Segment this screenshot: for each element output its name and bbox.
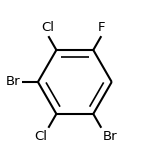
- Text: Cl: Cl: [34, 130, 47, 143]
- Text: F: F: [98, 21, 105, 34]
- Text: Br: Br: [103, 130, 117, 143]
- Text: Cl: Cl: [42, 21, 55, 34]
- Text: Br: Br: [5, 75, 20, 89]
